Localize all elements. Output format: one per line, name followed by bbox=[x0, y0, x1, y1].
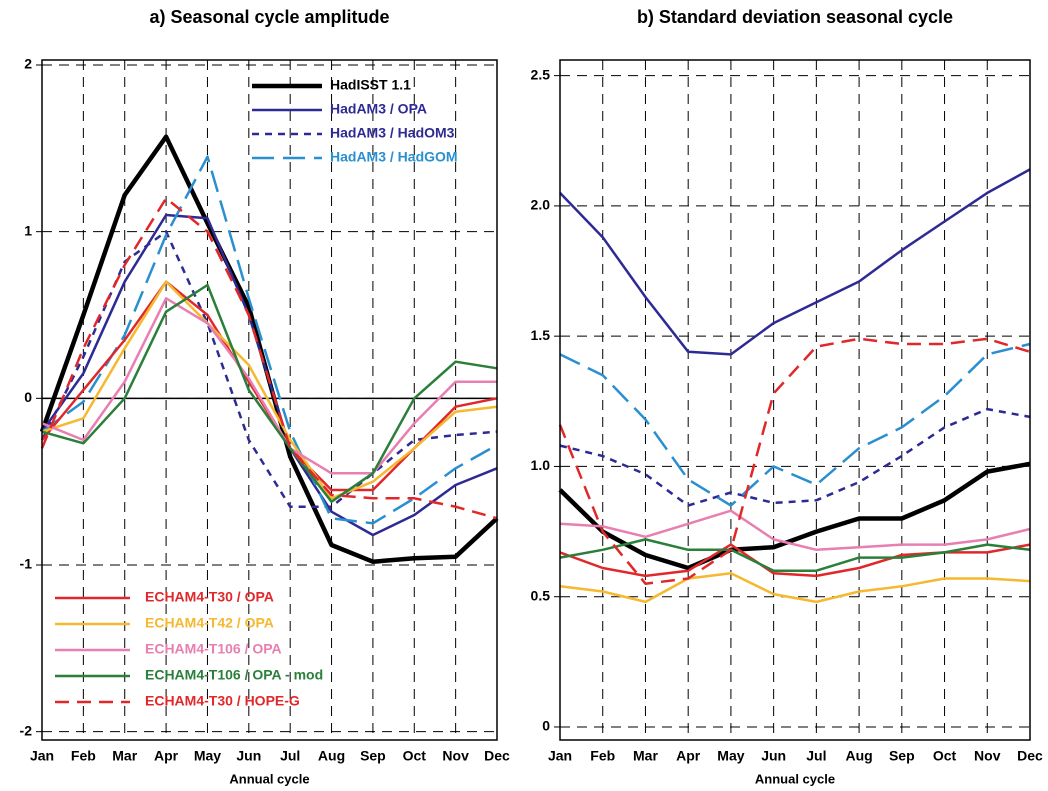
x-axis-label: Annual cycle bbox=[229, 771, 309, 786]
y-tick-label: 2.5 bbox=[531, 66, 551, 82]
series-line bbox=[558, 461, 1031, 571]
series-line bbox=[559, 572, 1031, 604]
legend-label: HadAM3 / OPA bbox=[330, 101, 427, 117]
x-tick-label: Aug bbox=[845, 748, 872, 764]
legend-label: ECHAM4-T30 / HOPE-G bbox=[145, 693, 300, 709]
x-tick-label: Nov bbox=[442, 748, 469, 764]
y-tick-label: 2 bbox=[24, 56, 32, 72]
x-tick-label: Mar bbox=[633, 748, 658, 764]
series-line bbox=[559, 543, 1031, 578]
series-line bbox=[40, 230, 498, 508]
y-tick-label: -1 bbox=[20, 556, 33, 572]
x-tick-label: May bbox=[194, 748, 221, 764]
y-tick-label: 1.0 bbox=[531, 457, 551, 473]
x-tick-label: Jan bbox=[30, 748, 54, 764]
x-tick-label: Jun bbox=[236, 748, 261, 764]
x-tick-label: Jul bbox=[806, 748, 826, 764]
x-tick-label: Mar bbox=[112, 748, 137, 764]
legend-label: ECHAM4-T42 / OPA bbox=[145, 615, 274, 631]
x-tick-label: Dec bbox=[484, 748, 510, 764]
x-tick-label: Jun bbox=[761, 748, 786, 764]
series-line bbox=[39, 134, 499, 564]
series-line bbox=[40, 197, 498, 520]
series-line bbox=[559, 407, 1031, 507]
series-line bbox=[558, 337, 1031, 585]
legend-label: HadAM3 / HadOM3 bbox=[330, 125, 455, 141]
plot-frame bbox=[41, 59, 498, 741]
x-tick-label: Jan bbox=[548, 748, 572, 764]
chart-title: b) Standard deviation seasonal cycle bbox=[637, 7, 953, 27]
plot-frame bbox=[559, 59, 1031, 741]
legend-label: HadISST 1.1 bbox=[330, 77, 411, 93]
chart-title: a) Seasonal cycle amplitude bbox=[149, 7, 389, 27]
y-tick-label: 1.5 bbox=[531, 327, 551, 343]
legend-label: HadAM3 / HadGOM bbox=[330, 149, 458, 165]
series-line bbox=[559, 168, 1031, 356]
series-line bbox=[41, 280, 498, 500]
y-tick-label: 0 bbox=[542, 718, 550, 734]
legend-label: ECHAM4-T106 / OPA - mod bbox=[145, 667, 323, 683]
x-tick-label: Sep bbox=[360, 748, 386, 764]
x-tick-label: Sep bbox=[889, 748, 915, 764]
series-line bbox=[41, 283, 498, 503]
series-line bbox=[559, 342, 1031, 507]
x-tick-label: Aug bbox=[318, 748, 345, 764]
legend-label: ECHAM4-T106 / OPA bbox=[145, 641, 282, 657]
series-line bbox=[559, 509, 1031, 552]
legend-label: ECHAM4-T30 / OPA bbox=[145, 589, 274, 605]
x-tick-label: Feb bbox=[71, 748, 96, 764]
y-tick-label: 1 bbox=[24, 222, 32, 238]
y-tick-label: 2.0 bbox=[531, 197, 551, 213]
x-tick-label: Dec bbox=[1017, 748, 1043, 764]
y-tick-label: 0 bbox=[24, 389, 32, 405]
x-tick-label: Jul bbox=[280, 748, 300, 764]
y-tick-label: 0.5 bbox=[531, 587, 551, 603]
series-line bbox=[559, 538, 1031, 572]
x-tick-label: May bbox=[717, 748, 744, 764]
y-tick-label: -2 bbox=[20, 722, 33, 738]
x-tick-label: Feb bbox=[590, 748, 615, 764]
x-axis-label: Annual cycle bbox=[755, 771, 835, 786]
x-tick-label: Oct bbox=[933, 748, 957, 764]
x-tick-label: Apr bbox=[154, 748, 179, 764]
x-tick-label: Nov bbox=[974, 748, 1001, 764]
series-line bbox=[41, 155, 498, 525]
series-line bbox=[41, 297, 497, 475]
x-tick-label: Apr bbox=[676, 748, 701, 764]
x-tick-label: Oct bbox=[403, 748, 427, 764]
